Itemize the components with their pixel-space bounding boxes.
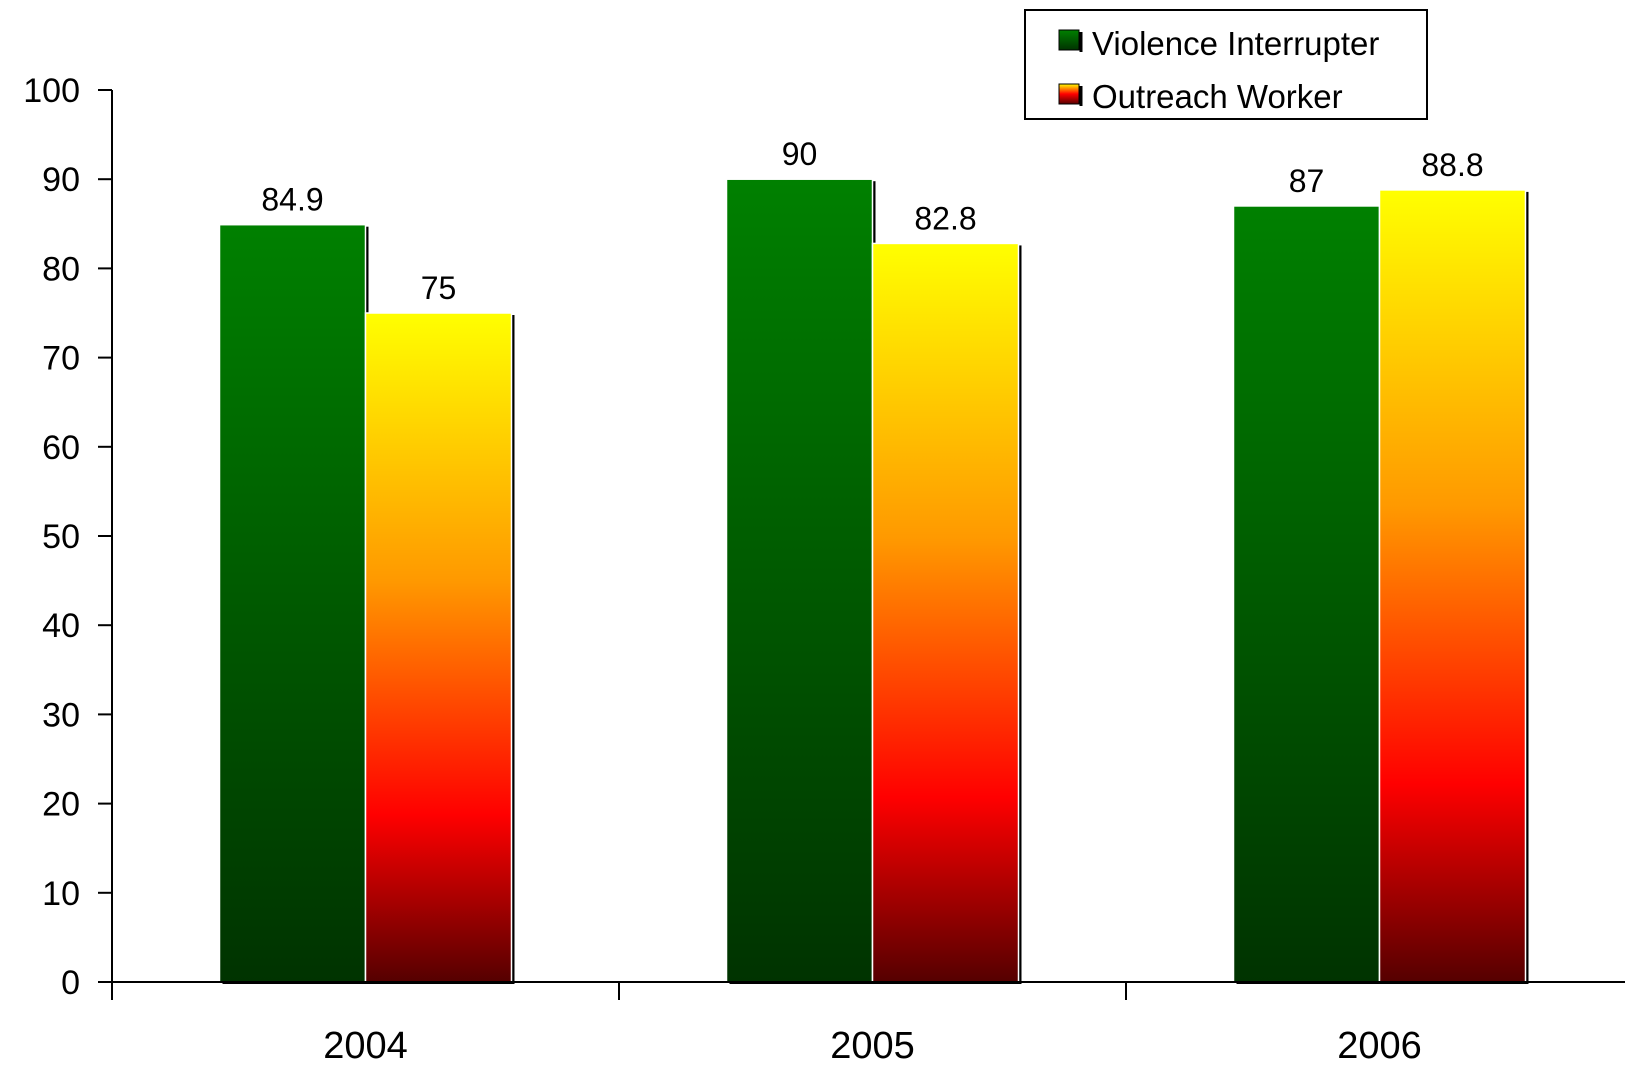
y-tick-label-0: 0 — [61, 964, 80, 1002]
x-tick-label-2005: 2005 — [830, 1025, 915, 1061]
bar-outreach-worker-2006 — [1378, 189, 1527, 983]
y-tick-label-50: 50 — [42, 518, 80, 556]
bar-violence-interrupter-2006 — [1232, 205, 1381, 983]
legend-frame — [1024, 9, 1428, 120]
data-label-violence-interrupter-2005: 90 — [782, 136, 818, 172]
legend-swatch-outreach-worker — [1058, 83, 1080, 105]
bar-violence-interrupter-2005 — [725, 178, 874, 983]
legend-label-violence-interrupter: Violence Interrupter — [1092, 25, 1379, 62]
x-tick-label-2004: 2004 — [323, 1025, 408, 1061]
bar-violence-interrupter-2004 — [218, 223, 367, 983]
y-tick-label-90: 90 — [42, 161, 80, 199]
data-label-violence-interrupter-2004: 84.9 — [261, 182, 323, 218]
y-tick-label-20: 20 — [42, 786, 80, 824]
data-label-outreach-worker-2005: 82.8 — [914, 200, 976, 236]
legend-label-outreach-worker: Outreach Worker — [1092, 78, 1343, 115]
y-tick-label-100: 100 — [23, 72, 80, 110]
data-label-outreach-worker-2006: 88.8 — [1421, 147, 1483, 183]
legend: Violence Interrupter Outreach Worker — [1024, 9, 1428, 120]
data-label-violence-interrupter-2006: 87 — [1289, 163, 1325, 199]
legend-swatch-violence-interrupter — [1058, 29, 1080, 51]
data-labels: 84.9 75 90 82.8 87 88.8 — [261, 136, 1483, 306]
y-tick-label-40: 40 — [42, 607, 80, 645]
x-tick-label-2006: 2006 — [1337, 1025, 1422, 1061]
y-tick-label-60: 60 — [42, 429, 80, 467]
bars — [218, 178, 1529, 985]
y-tick-label-70: 70 — [42, 340, 80, 378]
y-tick-label-10: 10 — [42, 875, 80, 913]
bar-outreach-worker-2005 — [871, 242, 1020, 983]
axes: 2004 2005 2006 0 10 20 30 40 50 60 70 80 90 100 — [23, 72, 1625, 1066]
bar-outreach-worker-2004 — [364, 312, 513, 983]
y-tick-label-30: 30 — [42, 696, 80, 734]
data-label-outreach-worker-2004: 75 — [421, 270, 457, 306]
y-tick-label-80: 80 — [42, 250, 80, 288]
